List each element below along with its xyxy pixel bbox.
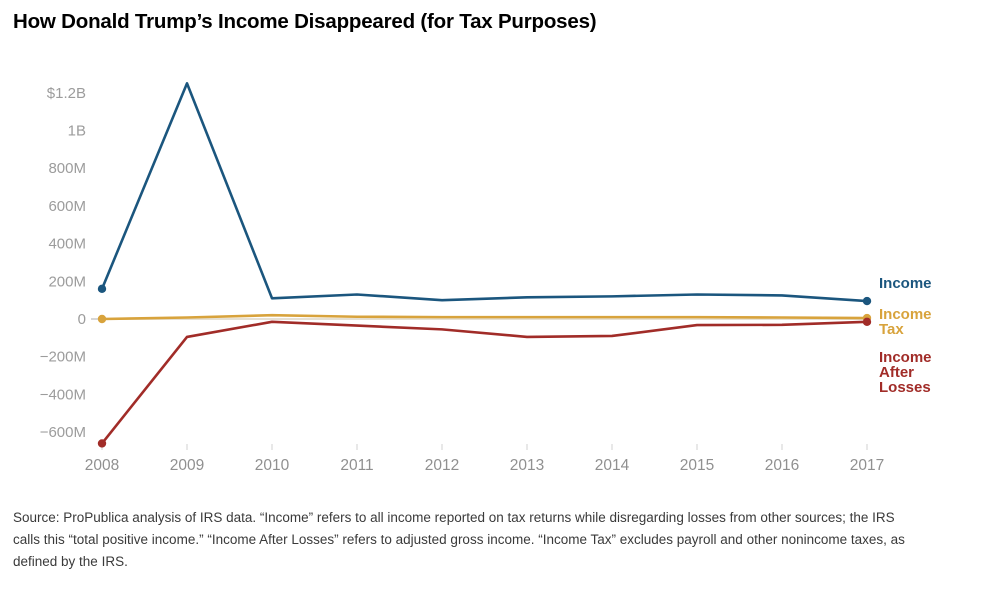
legend-label-income-after-losses: Income After Losses (879, 349, 932, 396)
y-axis-label: −600M (40, 424, 86, 441)
series-endpoint-dot-income-tax (97, 314, 107, 324)
y-axis-label: 0 (78, 311, 86, 328)
y-axis-label: 400M (48, 236, 86, 253)
y-axis-label: 200M (48, 273, 86, 290)
x-axis-label: 2014 (595, 457, 630, 474)
x-axis-label: 2013 (510, 457, 544, 474)
x-axis-label: 2015 (680, 457, 714, 474)
series-endpoint-dot-income-after-losses (862, 317, 872, 327)
y-axis-label: 800M (48, 160, 86, 177)
x-axis-label: 2017 (850, 457, 884, 474)
series-endpoint-dot-income-after-losses (97, 439, 107, 448)
y-axis-label: −200M (40, 349, 86, 366)
x-axis-label: 2011 (340, 457, 373, 474)
y-axis-label: 600M (48, 198, 86, 215)
series-line-income (100, 82, 869, 303)
x-axis-label: 2010 (255, 457, 290, 474)
chart-title: How Donald Trump’s Income Disappeared (f… (13, 10, 597, 33)
y-axis-label: $1.2B (47, 85, 86, 102)
income-line-chart: $1.2B 1B 800M 600M 400M 200M 0 −200M −400M −600M 2… (40, 82, 932, 474)
series-endpoint-dot-income (862, 296, 872, 306)
x-axis-label: 2008 (85, 457, 119, 474)
source-note: Source: ProPublica analysis of IRS data.… (13, 510, 905, 569)
x-axis-label: 2012 (425, 457, 459, 474)
y-axis-label: 1B (68, 123, 86, 140)
y-axis-label: −400M (40, 386, 86, 403)
series-endpoint-dot-income (97, 284, 107, 294)
legend-label-income: Income (879, 275, 932, 292)
series-line-income-tax (100, 313, 869, 321)
series-line-income-after-losses (100, 320, 869, 445)
x-axis-label: 2016 (765, 457, 799, 474)
x-axis-label: 2009 (170, 457, 204, 474)
legend-label-income-tax: Income Tax (879, 306, 932, 338)
